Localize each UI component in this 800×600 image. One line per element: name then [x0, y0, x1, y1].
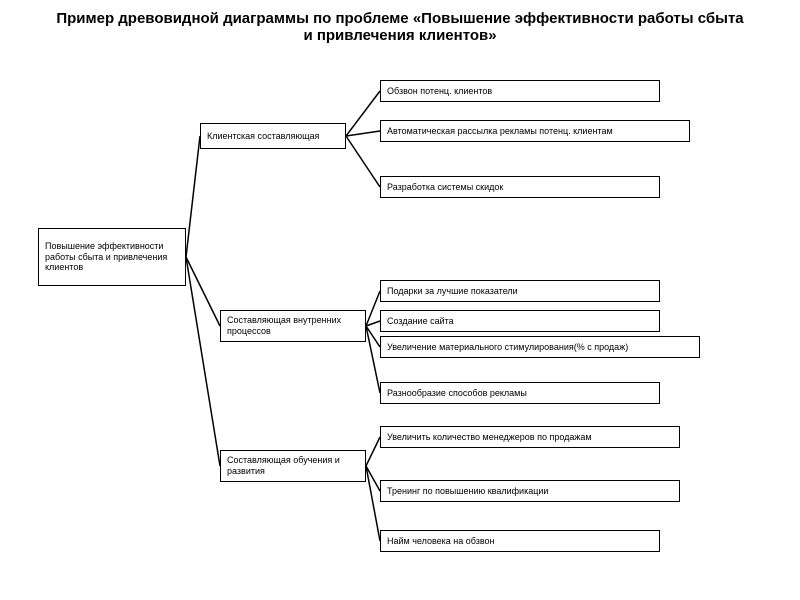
tree-node-l10: Найм человека на обзвон: [380, 530, 660, 552]
edge-b3-l10: [366, 466, 380, 541]
tree-node-b2: Составляющая внутренних процессов: [220, 310, 366, 342]
tree-node-l8: Увеличить количество менеджеров по прода…: [380, 426, 680, 448]
diagram-title: Пример древовидной диаграммы по проблеме…: [50, 10, 750, 44]
tree-node-l5: Создание сайта: [380, 310, 660, 332]
edge-b2-l4: [366, 291, 380, 326]
tree-node-l4: Подарки за лучшие показатели: [380, 280, 660, 302]
tree-node-b1: Клиентская составляющая: [200, 123, 346, 149]
tree-node-l7: Разнообразие способов рекламы: [380, 382, 660, 404]
edge-root-b2: [186, 257, 220, 326]
edge-b1-l2: [346, 131, 380, 136]
tree-node-l9: Тренинг по повышению квалификации: [380, 480, 680, 502]
edge-b3-l8: [366, 437, 380, 466]
tree-node-l6: Увеличение материального стимулирования(…: [380, 336, 700, 358]
edge-root-b3: [186, 257, 220, 466]
tree-node-l3: Разработка системы скидок: [380, 176, 660, 198]
edge-b2-l6: [366, 326, 380, 347]
edge-b1-l3: [346, 136, 380, 187]
tree-node-l2: Автоматическая рассылка рекламы потенц. …: [380, 120, 690, 142]
edge-b3-l9: [366, 466, 380, 491]
edge-b1-l1: [346, 91, 380, 136]
tree-node-b3: Составляющая обучения и развития: [220, 450, 366, 482]
edge-b2-l7: [366, 326, 380, 393]
edge-root-b1: [186, 136, 200, 257]
tree-node-l1: Обзвон потенц. клиентов: [380, 80, 660, 102]
edge-b2-l5: [366, 321, 380, 326]
tree-node-root: Повышение эффективности работы сбыта и п…: [38, 228, 186, 286]
